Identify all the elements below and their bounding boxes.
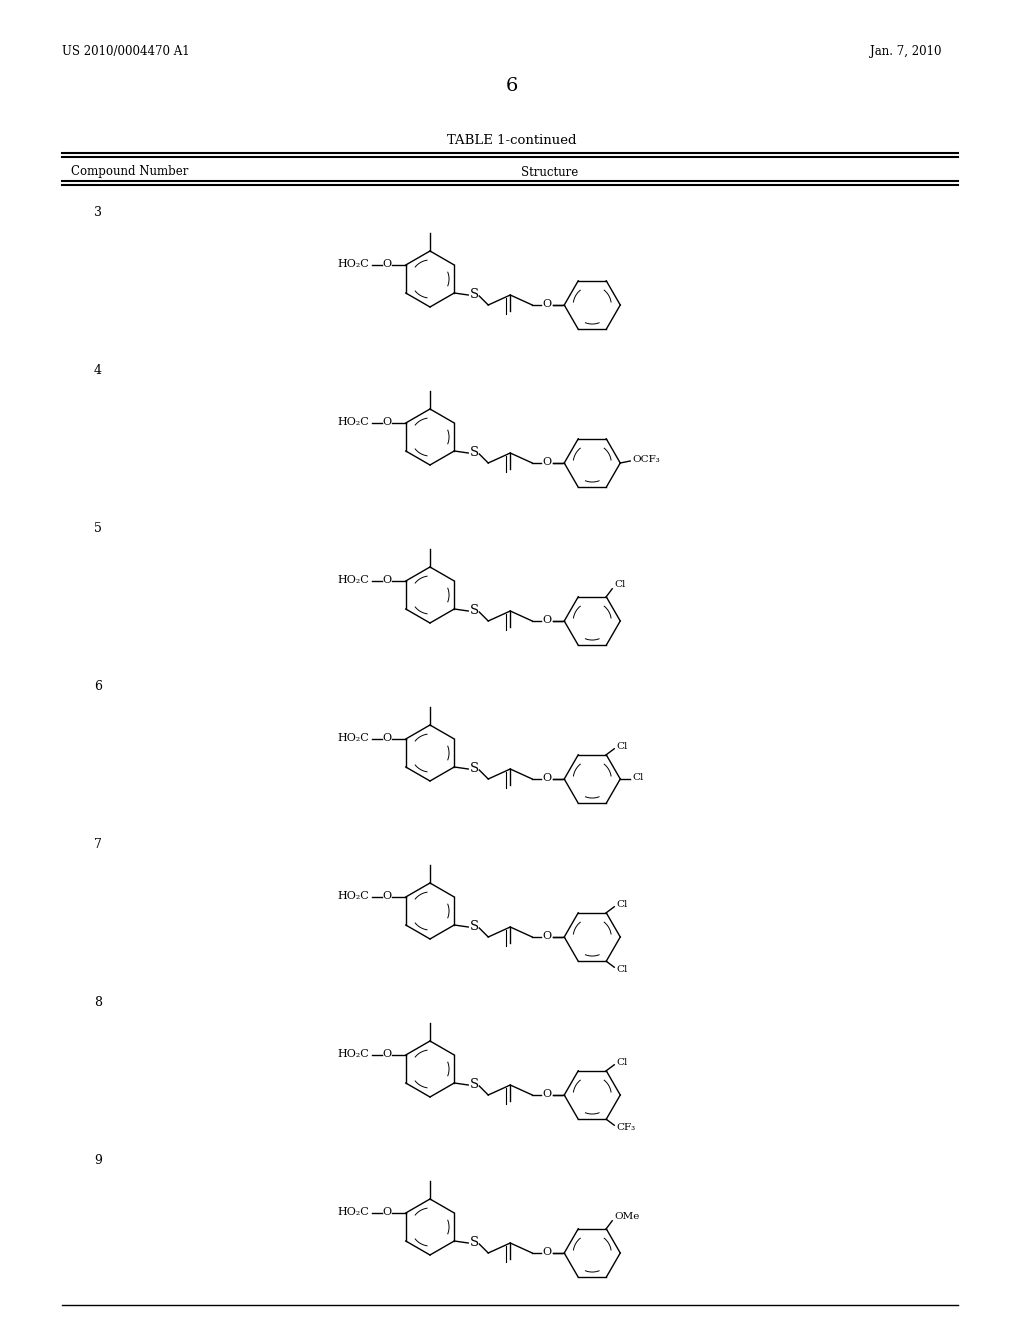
Text: HO₂C: HO₂C [337,576,369,585]
Text: O: O [382,1049,391,1059]
Text: S: S [470,1078,479,1092]
Text: O: O [543,457,552,467]
Text: S: S [470,446,479,459]
Text: O: O [382,1206,391,1217]
Text: HO₂C: HO₂C [337,1206,369,1217]
Text: S: S [470,763,479,776]
Text: HO₂C: HO₂C [337,259,369,269]
Text: TABLE 1-continued: TABLE 1-continued [447,133,577,147]
Text: O: O [382,733,391,743]
Text: Cl: Cl [616,900,628,909]
Text: OMe: OMe [614,1212,640,1221]
Text: O: O [543,931,552,941]
Text: Cl: Cl [616,1059,628,1068]
Text: HO₂C: HO₂C [337,417,369,426]
Text: O: O [543,1089,552,1100]
Text: O: O [382,417,391,426]
Text: O: O [543,615,552,624]
Text: O: O [382,891,391,902]
Text: Compound Number: Compound Number [72,165,188,178]
Text: O: O [382,259,391,269]
Text: Cl: Cl [616,965,628,974]
Text: 5: 5 [94,521,102,535]
Text: 6: 6 [506,77,518,95]
Text: 3: 3 [94,206,102,219]
Text: US 2010/0004470 A1: US 2010/0004470 A1 [62,45,189,58]
Text: Jan. 7, 2010: Jan. 7, 2010 [870,45,941,58]
Text: 4: 4 [94,363,102,376]
Text: S: S [470,1237,479,1250]
Text: 7: 7 [94,837,102,850]
Text: OCF₃: OCF₃ [632,455,660,465]
Text: 6: 6 [94,680,102,693]
Text: HO₂C: HO₂C [337,1049,369,1059]
Text: S: S [470,920,479,933]
Text: S: S [470,289,479,301]
Text: 8: 8 [94,995,102,1008]
Text: Cl: Cl [616,742,628,751]
Text: Structure: Structure [521,165,579,178]
Text: CF₃: CF₃ [616,1123,635,1131]
Text: O: O [543,1247,552,1257]
Text: S: S [470,605,479,618]
Text: HO₂C: HO₂C [337,891,369,902]
Text: O: O [382,576,391,585]
Text: 9: 9 [94,1154,102,1167]
Text: HO₂C: HO₂C [337,733,369,743]
Text: Cl: Cl [632,774,644,783]
Text: Cl: Cl [614,581,626,589]
Text: O: O [543,300,552,309]
Text: O: O [543,774,552,783]
